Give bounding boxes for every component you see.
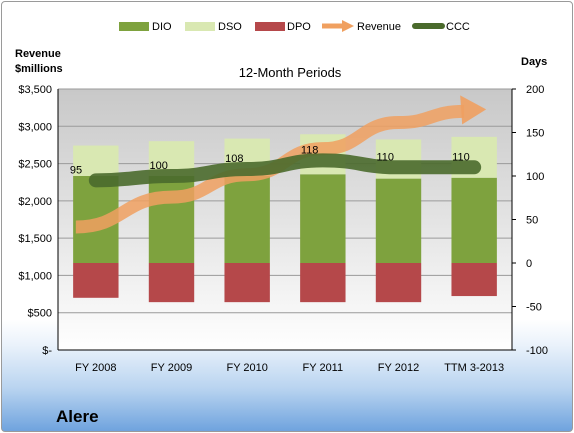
y-right-tick-label: 0 [526,258,532,270]
bar-dio [224,176,270,263]
y-left-label-line2: $millions [15,63,63,75]
legend-swatch-dso [185,22,215,31]
y-right-tick-label: 200 [526,84,544,96]
ccc-data-label: 118 [301,144,319,156]
y-left-tick-label: $3,500 [18,84,52,96]
ccc-data-label: 108 [225,153,243,165]
legend-label-dio: DIO [152,21,172,33]
chart-title: 12-Month Periods [239,65,342,80]
bar-dio [451,177,497,263]
x-tick-label: TTM 3-2013 [444,362,504,374]
bar-dpo [73,263,119,298]
y-right-tick-label: 150 [526,128,544,140]
ccc-data-label: 110 [377,151,395,163]
y-left-tick-label: $- [42,345,52,357]
legend-swatch-revenue-head [342,20,354,32]
y-right-tick-label: -50 [526,302,542,314]
bar-dpo [300,263,346,303]
ccc-line [88,153,482,188]
x-tick-label: FY 2009 [151,362,192,374]
y-right-tick-label: -100 [526,345,548,357]
legend-label-revenue: Revenue [357,21,401,33]
legend-swatch-dpo [255,22,285,31]
legend-label-ccc: CCC [446,21,470,33]
bar-dso [73,145,119,176]
ccc-data-label: 110 [452,151,470,163]
ccc-series: 95 100 108 118 110 110 [70,144,482,188]
y-right-label: Days [521,56,547,68]
x-tick-label: FY 2008 [75,362,116,374]
legend-label-dso: DSO [218,21,242,33]
y-left-tick-label: $1,500 [18,233,52,245]
x-tick-label: FY 2012 [378,362,419,374]
bar-dpo [224,263,270,303]
y-left-tick-label: $500 [28,308,52,320]
legend: DIO DSO DPO Revenue CCC [119,20,470,33]
legend-swatch-dio [119,22,149,31]
bar-dio [300,174,346,263]
revenue-arrow-head [460,95,487,125]
bar-dio [375,178,422,263]
legend-label-dpo: DPO [287,21,311,33]
company-name: Alere [56,407,99,426]
ccc-data-label: 100 [150,160,168,172]
y-left-label-line1: Revenue [15,48,61,60]
y-right-tick-label: 50 [526,215,538,227]
bar-dpo [375,263,422,303]
x-tick-label: FY 2010 [226,362,267,374]
ccc-data-label: 95 [70,164,82,176]
y-left-tick-label: $3,000 [18,121,52,133]
x-tick-label: FY 2011 [303,362,344,374]
y-left-tick-label: $2,000 [18,196,52,208]
bar-dpo [148,263,195,303]
y-right-tick-label: 100 [526,171,544,183]
y-left-tick-label: $2,500 [18,159,52,171]
plot-area [58,89,512,350]
y-left-tick-label: $1,000 [18,270,52,282]
bar-dpo [451,263,497,297]
axes: $- $500 $1,000 $1,500 $2,000 $2,500 $3,000 $3,5… [18,84,548,374]
